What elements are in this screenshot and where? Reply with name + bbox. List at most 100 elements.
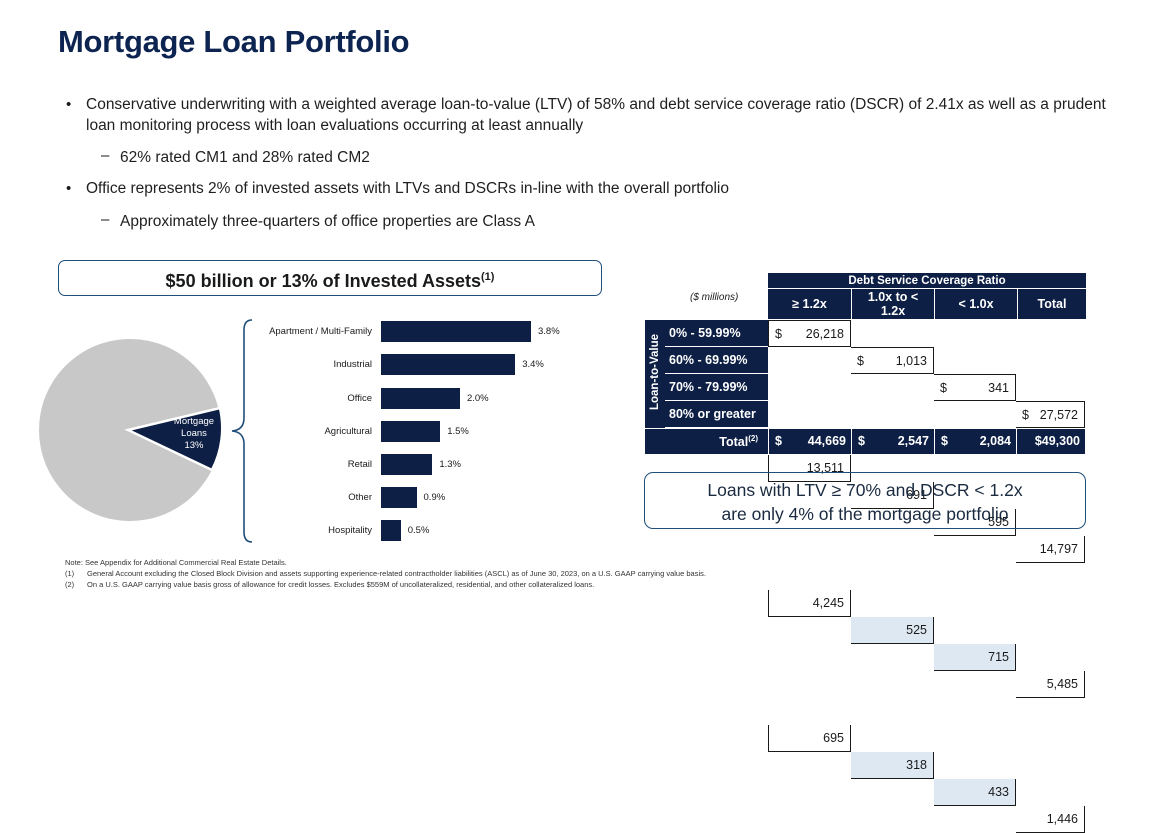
dollar-sign: $	[940, 381, 947, 395]
bar-value-label: 3.4%	[522, 359, 544, 370]
sub-bullet-ratings: 62% rated CM1 and 28% rated CM2	[120, 149, 370, 166]
pie-label-line3: 13%	[184, 440, 204, 451]
cell-value: 525	[906, 623, 927, 637]
row-label-text: 70% - 79.99%	[669, 380, 748, 394]
dollar-sign: $	[1022, 408, 1029, 422]
row-label-text: 80% or greater	[669, 407, 756, 421]
note-appendix: Note: See Appendix for Additional Commer…	[65, 558, 287, 567]
invested-assets-callout: $50 billion or 13% of Invested Assets(1)	[58, 260, 602, 296]
bar-category-label: Industrial	[333, 359, 372, 370]
invested-assets-footnote: (1)	[481, 271, 495, 283]
col-header-total: Total	[1017, 288, 1086, 319]
col-header-lt1: < 1.0x	[934, 288, 1018, 319]
table-cell: $1,013	[851, 347, 934, 374]
page-title: Mortgage Loan Portfolio	[58, 24, 410, 59]
dash-marker: –	[101, 147, 110, 164]
dollar-sign: $	[857, 354, 864, 368]
dollar-sign: $	[775, 434, 782, 448]
cell-value: 341	[988, 381, 1009, 395]
bar-category-label: Office	[347, 393, 372, 404]
total-value: $49,300	[1034, 434, 1080, 448]
footnote-1-text: General Account excluding the Closed Blo…	[87, 569, 706, 578]
table-cell: 595	[934, 509, 1016, 536]
ltv-dscr-table: Debt Service Coverage Ratio ≥ 1.2x 1.0x …	[645, 273, 1086, 319]
col-header-ge12: ≥ 1.2x	[768, 288, 852, 319]
bar-category-label: Retail	[347, 459, 372, 470]
bar-value-label: 1.5%	[447, 426, 469, 437]
ltv-callout: Loans with LTV ≥ 70% and DSCR < 1.2x are…	[644, 472, 1086, 529]
dash-marker: –	[101, 211, 110, 228]
total-cell: $2,547	[851, 429, 934, 454]
bar-value-label: 2.0%	[466, 393, 489, 404]
footnote-2-text: On a U.S. GAAP carrying value basis gros…	[87, 580, 595, 589]
row-label: 70% - 79.99%	[665, 374, 768, 401]
bullet-marker: •	[66, 96, 72, 113]
bar	[381, 388, 460, 409]
cell-value: 595	[988, 515, 1009, 529]
bar-value-label: 0.9%	[423, 492, 446, 503]
cell-value: 1,013	[895, 354, 927, 368]
bar	[381, 321, 531, 342]
cell-value: 13,511	[806, 461, 844, 475]
side-label-ltv: Loan-to-Value	[645, 320, 665, 428]
bullet-office: Office represents 2% of invested assets …	[86, 180, 729, 197]
total-label: Total(2)	[719, 434, 758, 449]
col-header-1to12: 1.0x to < 1.2x	[851, 288, 935, 319]
total-cell: $44,669	[768, 429, 851, 454]
bar	[381, 487, 417, 508]
table-cell: 318	[851, 752, 934, 779]
bar-category-label: Hospitality	[328, 525, 372, 536]
bullet-underwriting: Conservative underwriting with a weighte…	[86, 96, 1106, 134]
invested-assets-text: $50 billion or 13% of Invested Assets	[165, 271, 481, 291]
dollar-sign: $	[941, 434, 948, 448]
ltv-callout-line1: Loans with LTV ≥ 70% and DSCR < 1.2x	[707, 480, 1023, 500]
footnote-1: (1) General Account excluding the Closed …	[65, 569, 706, 579]
table-cell: 525	[851, 617, 934, 644]
table-cell: 14,797	[1016, 536, 1085, 563]
sub-bullet-class-a: Approximately three-quarters of office p…	[120, 213, 535, 230]
cell-value: 26,218	[805, 327, 844, 341]
table-cell: $27,572	[1016, 401, 1085, 428]
total-value: 2,547	[897, 434, 929, 448]
side-label-text: Loan-to-Value	[649, 333, 661, 411]
footnote-2-mark: (2)	[65, 580, 75, 589]
table-units: ($ millions)	[690, 292, 739, 303]
table-cell: 13,511	[768, 455, 851, 482]
bar-category-label: Apartment / Multi-Family	[269, 326, 372, 337]
bar-value-label: 0.5%	[407, 525, 430, 536]
total-value: 2,084	[979, 434, 1011, 448]
dollar-sign: $	[858, 434, 865, 448]
footnote-2: (2) On a U.S. GAAP carrying value basis g…	[65, 580, 594, 590]
table-cell: $26,218	[768, 320, 851, 347]
cell-value: 715	[988, 650, 1009, 664]
bar	[381, 354, 516, 375]
bar-value-label: 3.8%	[538, 326, 560, 337]
row-label: 80% or greater	[665, 401, 768, 428]
cell-value: 1,446	[1046, 812, 1078, 826]
dollar-sign: $	[775, 327, 782, 341]
dscr-group-header: Debt Service Coverage Ratio	[768, 273, 1086, 289]
bullet-marker: •	[66, 180, 72, 197]
table-cell: $341	[934, 374, 1016, 401]
table-cell: 5,485	[1016, 671, 1085, 698]
cell-value: 27,572	[1039, 408, 1078, 422]
row-label-text: 60% - 69.99%	[669, 353, 748, 367]
footnote-1-mark: (1)	[65, 569, 75, 578]
table-cell: 691	[851, 482, 934, 509]
row-label-text: 0% - 59.99%	[669, 326, 741, 340]
cell-value: 433	[988, 785, 1009, 799]
total-footnote: (2)	[748, 434, 758, 443]
cell-value: 695	[823, 731, 844, 745]
bar	[381, 421, 441, 442]
total-value: 44,669	[807, 434, 846, 448]
bar	[381, 520, 401, 541]
bar	[381, 454, 433, 475]
table-cell: 715	[934, 644, 1016, 671]
total-cell: $2,084	[934, 429, 1016, 454]
cell-value: 318	[906, 758, 927, 772]
table-cell: 695	[768, 725, 851, 752]
table-cell: 1,446	[1016, 806, 1085, 833]
cell-value: 4,245	[812, 596, 844, 610]
table-cell: 4,245	[768, 590, 851, 617]
pie-label-line1: Mortgage	[174, 416, 214, 427]
